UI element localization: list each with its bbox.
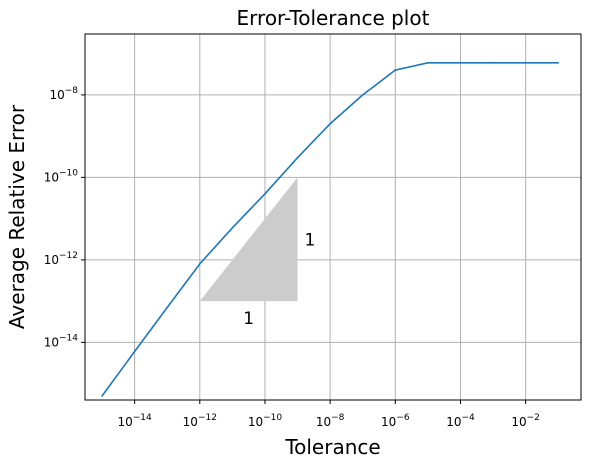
x-tick-base: 10 xyxy=(381,415,396,429)
slope-horizontal-label: 1 xyxy=(243,309,254,329)
series-group xyxy=(101,62,560,397)
y-tick-base: 10 xyxy=(44,335,59,349)
x-tick-label: 10−14 xyxy=(117,413,152,429)
x-tick-base: 10 xyxy=(248,415,263,429)
x-tick-exponent: −8 xyxy=(331,413,345,423)
y-tick-label: 10−14 xyxy=(44,333,79,349)
x-tick-base: 10 xyxy=(117,415,132,429)
error-data-point xyxy=(264,193,266,195)
x-tick-exponent: −6 xyxy=(396,413,410,423)
error-data-point xyxy=(524,62,527,64)
error-data-point xyxy=(459,62,462,64)
x-tick-base: 10 xyxy=(183,415,198,429)
x-tick-label: 10−4 xyxy=(446,413,475,429)
x-tick-label: 10−8 xyxy=(316,413,345,429)
x-tick-exponent: −12 xyxy=(198,413,217,423)
error-data-point xyxy=(231,226,234,229)
error-data-point xyxy=(166,306,169,309)
grid xyxy=(85,34,581,400)
x-axis-label: Tolerance xyxy=(284,435,380,459)
y-tick-exponent: −8 xyxy=(65,86,79,96)
chart-title: Error-Tolerance plot xyxy=(237,6,430,30)
y-tick-label: 10−12 xyxy=(44,251,78,267)
y-tick-exponent: −12 xyxy=(59,251,78,261)
x-tick-exponent: −2 xyxy=(527,413,540,423)
y-axis-label: Average Relative Error xyxy=(5,104,29,329)
y-tick-base: 10 xyxy=(44,170,59,184)
x-tick-exponent: −14 xyxy=(133,413,152,423)
y-tick-label: 10−8 xyxy=(49,86,78,102)
x-tick-exponent: −4 xyxy=(461,413,475,423)
x-tick-base: 10 xyxy=(446,415,461,429)
error-data-point xyxy=(492,62,494,64)
x-tick-label: 10−10 xyxy=(248,413,283,429)
y-tick-base: 10 xyxy=(49,88,64,102)
y-tick-base: 10 xyxy=(44,253,59,267)
y-tick-exponent: −10 xyxy=(59,168,78,178)
error-data-point xyxy=(557,62,560,64)
error-data-point xyxy=(361,94,364,96)
slope-triangle xyxy=(199,177,298,302)
error-data-point xyxy=(198,263,201,265)
error-data-point xyxy=(133,350,136,353)
plot-frame xyxy=(84,33,582,401)
error-data-point xyxy=(427,62,429,64)
slope-vertical-label: 1 xyxy=(305,230,316,250)
error-data-point xyxy=(394,69,397,71)
error-data-point xyxy=(329,122,331,125)
error-data-point xyxy=(296,156,299,159)
ticks: 10−14 10−12 10−10 10−8 10−6 10−4 10−210−1410−1… xyxy=(44,86,540,429)
x-tick-base: 10 xyxy=(511,415,526,429)
y-tick-label: 10−10 xyxy=(44,168,79,184)
x-tick-label: 10−2 xyxy=(511,413,540,429)
x-tick-label: 10−12 xyxy=(183,413,217,429)
x-tick-exponent: −10 xyxy=(263,413,282,423)
slope-triangle-group: 11 xyxy=(199,177,316,329)
x-tick-label: 10−6 xyxy=(381,413,410,429)
y-tick-exponent: −14 xyxy=(59,333,78,343)
error-data-point xyxy=(101,395,103,397)
x-tick-base: 10 xyxy=(316,415,331,429)
